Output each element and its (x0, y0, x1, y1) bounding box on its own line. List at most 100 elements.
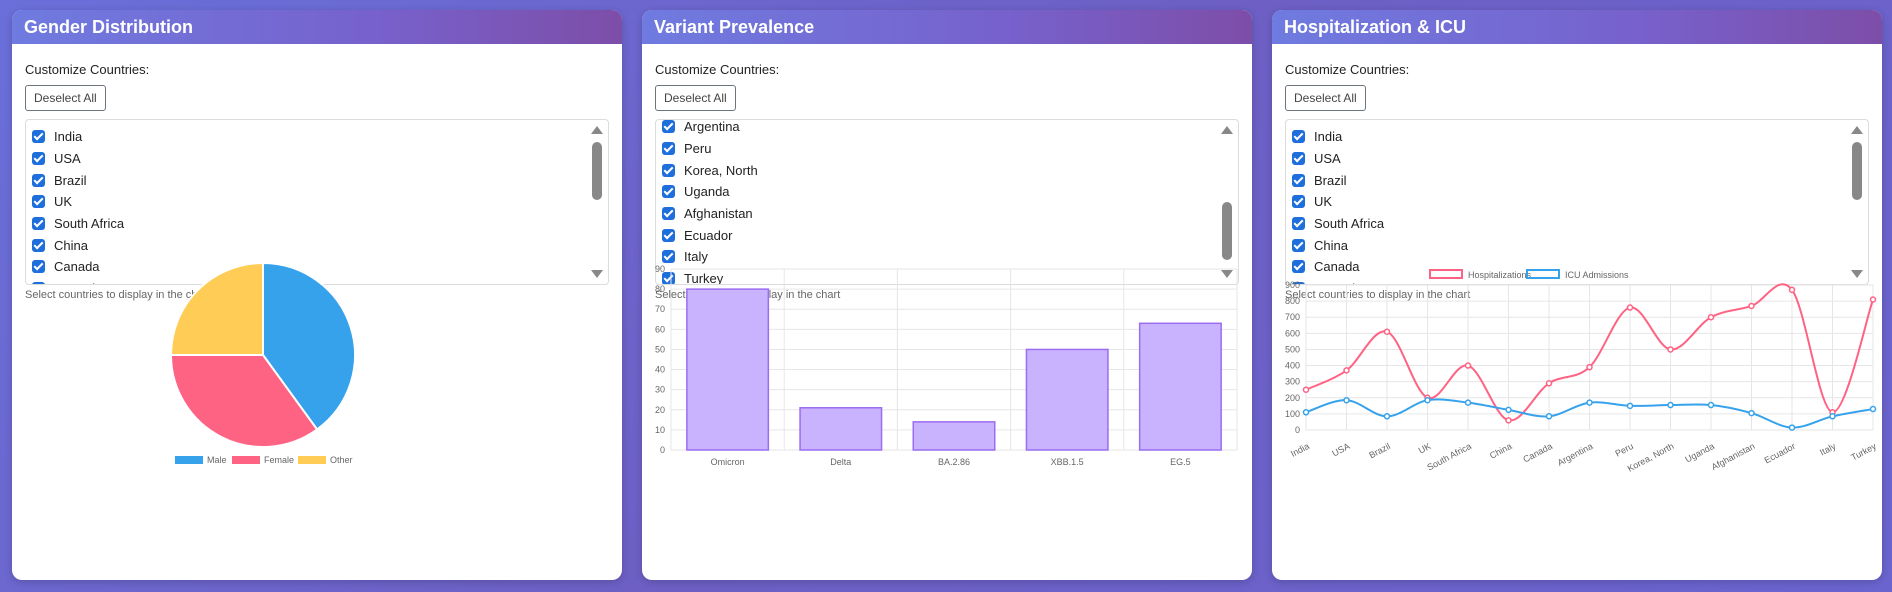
scroll-up-icon[interactable] (591, 126, 603, 134)
country-label: UK (54, 194, 73, 210)
checkbox-checked-icon[interactable] (662, 185, 675, 199)
country-option[interactable]: Italy (662, 246, 1214, 268)
data-point (1869, 405, 1877, 413)
x-tick-label: Peru (1613, 441, 1634, 459)
scrollbar[interactable] (1220, 124, 1234, 280)
checkbox-checked-icon[interactable] (1292, 217, 1305, 231)
deselect-all-button[interactable]: Deselect All (25, 85, 106, 111)
country-option[interactable]: Canada (32, 256, 584, 278)
x-tick-label: Omicron (711, 457, 745, 467)
country-label: Italy (684, 249, 708, 265)
checkbox-checked-icon[interactable] (1292, 173, 1305, 187)
country-option[interactable]: China (1292, 234, 1844, 256)
checkbox-checked-icon[interactable] (1292, 195, 1305, 209)
country-option[interactable]: Korea, North (662, 159, 1214, 181)
checkbox-checked-icon[interactable] (32, 173, 45, 187)
country-option[interactable]: Turkey (662, 268, 1214, 284)
legend-label: Other (330, 455, 353, 465)
checkbox-checked-icon[interactable] (1292, 130, 1305, 144)
country-option[interactable]: Argentina (662, 120, 1214, 138)
x-tick-label: Ecuador (1763, 441, 1797, 466)
country-option[interactable]: Argentina (32, 278, 584, 284)
checkbox-checked-icon[interactable] (1292, 282, 1305, 284)
scroll-thumb[interactable] (592, 142, 602, 200)
checkbox-checked-icon[interactable] (1292, 238, 1305, 252)
x-tick-label: Afghanistan (1710, 441, 1757, 472)
scrollbar[interactable] (1850, 124, 1864, 280)
country-option[interactable]: Peru (662, 138, 1214, 160)
checkbox-checked-icon[interactable] (662, 163, 675, 177)
deselect-all-button[interactable]: Deselect All (1285, 85, 1366, 111)
country-list[interactable]: India USA Brazil UK South Africa China Canada A… (1285, 119, 1869, 285)
checkbox-checked-icon[interactable] (662, 120, 675, 134)
checkbox-checked-icon[interactable] (32, 152, 45, 166)
country-option[interactable]: India (32, 126, 584, 148)
country-option[interactable]: Brazil (1292, 169, 1844, 191)
pie-slice (169, 354, 319, 448)
country-option[interactable]: UK (32, 191, 584, 213)
scroll-down-icon[interactable] (1221, 270, 1233, 278)
scroll-thumb[interactable] (1222, 202, 1232, 260)
deselect-all-button[interactable]: Deselect All (655, 85, 736, 111)
scroll-thumb[interactable] (1852, 142, 1862, 200)
chart-hint: Select countries to display in the chart (655, 289, 841, 301)
checkbox-checked-icon[interactable] (662, 142, 675, 156)
data-point (1343, 396, 1350, 404)
country-option[interactable]: Ecuador (662, 224, 1214, 246)
country-option[interactable]: USA (1292, 148, 1844, 170)
country-label: Ecuador (684, 227, 733, 243)
country-option[interactable]: Canada (1292, 256, 1844, 278)
country-option[interactable]: Argentina (1292, 278, 1844, 284)
checkbox-checked-icon[interactable] (662, 228, 675, 242)
country-label: UK (1314, 194, 1333, 210)
country-option[interactable]: USA (32, 148, 584, 170)
data-point (1545, 380, 1553, 387)
country-option[interactable]: UK (1292, 191, 1844, 213)
y-tick-label: 600 (1285, 328, 1300, 338)
x-tick-label: Turkey (1849, 441, 1878, 463)
country-option[interactable]: Afghanistan (662, 203, 1214, 225)
country-option[interactable]: South Africa (32, 213, 584, 235)
checkbox-checked-icon[interactable] (32, 195, 45, 209)
checkbox-checked-icon[interactable] (32, 238, 45, 252)
data-point (1424, 394, 1431, 402)
checkbox-checked-icon[interactable] (662, 207, 675, 221)
x-tick-label: Argentina (1556, 441, 1595, 468)
x-tick-label: BA.2.86 (938, 457, 970, 467)
country-label: Brazil (1314, 172, 1347, 188)
country-label: USA (1314, 151, 1341, 167)
card-title: Hospitalization & ICU (1272, 10, 1882, 44)
checkbox-checked-icon[interactable] (32, 282, 45, 284)
data-point (1464, 399, 1472, 406)
country-option[interactable]: South Africa (1292, 213, 1844, 235)
checkbox-checked-icon[interactable] (32, 217, 45, 231)
scroll-up-icon[interactable] (1221, 126, 1233, 134)
country-option[interactable]: Brazil (32, 169, 584, 191)
checkbox-checked-icon[interactable] (32, 130, 45, 144)
scroll-down-icon[interactable] (591, 270, 603, 278)
y-tick-label: 50 (655, 344, 665, 354)
country-option[interactable]: India (1292, 126, 1844, 148)
scroll-down-icon[interactable] (1851, 270, 1863, 278)
checkbox-checked-icon[interactable] (1292, 260, 1305, 274)
checkbox-checked-icon[interactable] (32, 260, 45, 274)
country-label: India (54, 129, 83, 145)
chart-hint: Select countries to display in the chart (1285, 289, 1471, 301)
country-option[interactable]: China (32, 234, 584, 256)
data-point (1545, 413, 1553, 420)
scrollbar[interactable] (590, 124, 604, 280)
variant-prevalence-card: Variant Prevalence Customize Countries: … (642, 10, 1252, 580)
x-tick-label: India (1289, 441, 1311, 459)
checkbox-checked-icon[interactable] (662, 272, 675, 284)
scroll-up-icon[interactable] (1851, 126, 1863, 134)
bar (686, 288, 770, 451)
y-tick-label: 500 (1285, 344, 1300, 354)
country-label: South Africa (1314, 216, 1385, 232)
country-option[interactable]: Uganda (662, 181, 1214, 203)
country-label: South Africa (54, 216, 125, 232)
country-list[interactable]: India USA Brazil UK South Africa China Canada A… (25, 119, 609, 285)
country-list[interactable]: Argentina Peru Korea, North Uganda Afghanist… (655, 119, 1239, 285)
checkbox-checked-icon[interactable] (1292, 152, 1305, 166)
checkbox-checked-icon[interactable] (662, 250, 675, 264)
